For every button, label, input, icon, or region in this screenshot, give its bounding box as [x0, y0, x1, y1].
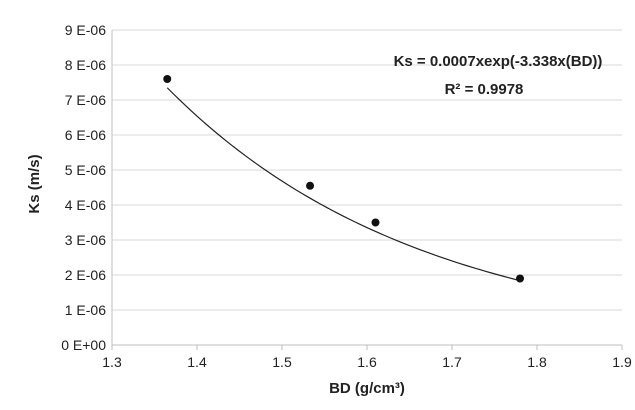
data-point — [163, 75, 172, 83]
y-tick-label: 2 E-06 — [65, 267, 106, 283]
y-tick-label: 7 E-06 — [65, 92, 106, 108]
grid-lines — [112, 29, 622, 311]
y-tick-label: 6 E-06 — [65, 127, 106, 143]
y-tick-label: 4 E-06 — [65, 197, 106, 213]
x-axis-title: BD (g/cm³) — [329, 380, 405, 397]
x-tick-label: 1.8 — [527, 354, 547, 370]
equation-annotation: Ks = 0.0007xexp(-3.338x(BD)) — [394, 53, 603, 70]
y-axis-title: Ks (m/s) — [26, 154, 43, 213]
x-tick-label: 1.7 — [442, 354, 462, 370]
data-points — [163, 75, 524, 283]
axes — [111, 30, 623, 350]
data-point — [306, 181, 315, 190]
r-squared-annotation: R² = 0.9978 — [445, 81, 524, 98]
y-tick-label: 1 E-06 — [65, 302, 106, 318]
y-tick-labels: 0 E+00 1 E-06 2 E-06 3 E-06 4 E-06 5 E-06 6 E-… — [61, 22, 106, 353]
data-point — [516, 274, 524, 283]
y-tick-label: 8 E-06 — [65, 57, 106, 73]
x-tick-label: 1.3 — [102, 354, 122, 370]
y-tick-label: 0 E+00 — [61, 337, 106, 353]
data-point — [371, 218, 380, 227]
y-tick-label: 3 E-06 — [65, 232, 106, 248]
y-tick-label: 5 E-06 — [65, 162, 106, 178]
x-tick-label: 1.5 — [272, 354, 292, 370]
x-tick-labels: 1.3 1.4 1.5 1.6 1.7 1.8 1.9 — [102, 354, 632, 370]
x-tick-label: 1.9 — [612, 354, 632, 370]
x-tick-label: 1.6 — [357, 354, 377, 370]
trendline — [166, 87, 521, 282]
x-tick-label: 1.4 — [187, 354, 207, 370]
y-tick-label: 9 E-06 — [65, 22, 106, 38]
